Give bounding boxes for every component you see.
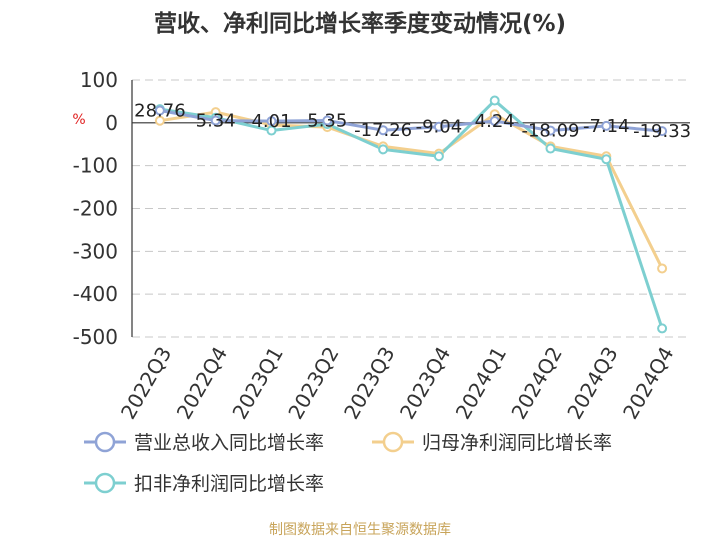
x-tick-label: 2023Q3 — [339, 343, 399, 424]
x-tick-label: 2023Q4 — [395, 343, 455, 424]
y-tick-label: -100 — [73, 154, 118, 178]
data-point — [545, 125, 556, 136]
data-point — [378, 125, 389, 136]
data-point — [154, 115, 165, 126]
legend-swatch-marker — [94, 431, 116, 453]
x-tick-label: 2022Q3 — [116, 343, 176, 424]
y-tick-label: 0 — [105, 111, 118, 135]
y-tick-label: -500 — [73, 325, 118, 349]
data-label: -7.14 — [583, 116, 630, 137]
data-label: -18.09 — [521, 121, 579, 142]
y-axis-ticks: 100 0 -100 -200 -300 -400 -500 — [73, 68, 118, 349]
legend-item[interactable]: 归母净利润同比增长率 — [372, 431, 612, 454]
legend-item[interactable]: 扣非净利润同比增长率 — [84, 472, 324, 495]
data-point — [657, 263, 668, 274]
x-tick-label: 2022Q4 — [172, 343, 232, 424]
legend-label: 营业总收入同比增长率 — [134, 432, 324, 454]
legend-swatch-marker — [94, 472, 116, 494]
data-point — [266, 116, 277, 127]
data-label: 5.35 — [307, 111, 347, 132]
x-tick-label: 2024Q3 — [562, 343, 622, 424]
data-label: -19.33 — [633, 121, 691, 142]
data-label: 4.01 — [251, 111, 291, 132]
data-point — [378, 144, 389, 155]
data-point — [433, 121, 444, 132]
data-point — [545, 143, 556, 154]
axes — [131, 80, 690, 337]
x-tick-label: 2024Q1 — [451, 343, 511, 424]
series-line — [159, 99, 664, 329]
series-line — [159, 109, 663, 133]
x-tick-label: 2023Q1 — [227, 343, 287, 424]
series-line — [159, 110, 664, 270]
data-point — [210, 115, 221, 126]
data-point — [601, 154, 612, 165]
y-axis-unit: % — [72, 112, 85, 128]
x-tick-label: 2024Q4 — [618, 343, 678, 424]
y-tick-label: 100 — [80, 68, 118, 92]
y-tick-label: -400 — [73, 282, 118, 306]
data-point — [489, 116, 500, 127]
data-label: -17.26 — [354, 120, 412, 141]
chart-title: 营收、净利同比增长率季度变动情况(%) — [154, 10, 566, 37]
data-label: 4.24 — [475, 111, 515, 132]
series-points — [154, 95, 668, 334]
x-axis-ticks: 2022Q32022Q42023Q12023Q22023Q32023Q42024… — [116, 343, 679, 424]
data-label: -9.04 — [416, 117, 463, 138]
legend-label: 扣非净利润同比增长率 — [134, 473, 324, 495]
data-point — [601, 120, 612, 131]
grid-lines — [132, 79, 690, 338]
y-tick-label: -200 — [73, 197, 118, 221]
x-tick-label: 2024Q2 — [506, 343, 566, 424]
series-lines — [159, 99, 664, 329]
data-point — [657, 126, 668, 137]
data-label: 28.76 — [134, 101, 186, 122]
data-point — [657, 323, 668, 334]
data-point — [266, 125, 277, 136]
legend-label: 归母净利润同比增长率 — [422, 432, 612, 454]
data-point — [322, 115, 333, 126]
data-point — [489, 95, 500, 106]
data-point — [433, 151, 444, 162]
x-tick-label: 2023Q2 — [283, 343, 343, 424]
legend-item[interactable]: 营业总收入同比增长率 — [84, 431, 324, 454]
data-label: 5.34 — [196, 111, 236, 132]
data-point — [154, 105, 165, 116]
data-labels: 28.76 5.34 4.01 5.35 -17.26 -9.04 4.24 -18.09 -7… — [134, 101, 691, 143]
source-note: 制图数据来自恒生聚源数据库 — [269, 522, 451, 538]
legend-swatch-marker — [382, 431, 404, 453]
y-tick-label: -300 — [73, 239, 118, 263]
